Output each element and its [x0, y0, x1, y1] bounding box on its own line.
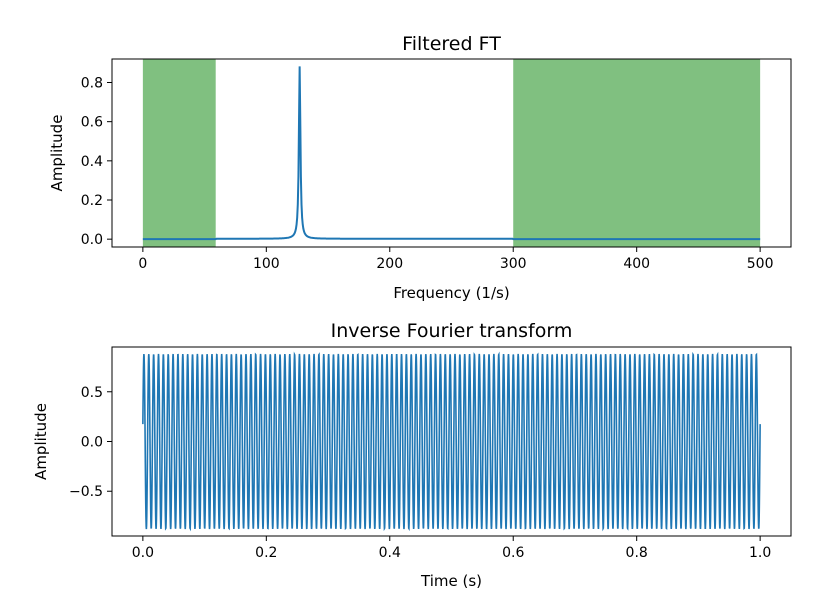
x-tick-label: 0.2: [255, 545, 277, 561]
ifft-signal-line: [142, 351, 761, 532]
ft-y-axis-label: Amplitude: [48, 115, 66, 192]
x-tick-label: 0.4: [379, 545, 401, 561]
ifft-title: Inverse Fourier transform: [331, 320, 573, 342]
x-tick-label: 0.6: [502, 545, 524, 561]
x-tick-label: 400: [623, 256, 650, 272]
ft-stopbands: [142, 59, 761, 247]
ft-title: Filtered FT: [402, 33, 501, 55]
ifft-y-axis-label: Amplitude: [32, 403, 50, 480]
y-tick-label: −0.5: [69, 484, 103, 500]
ifft-y-ticks: −0.5 0.0 0.5: [69, 385, 112, 500]
y-tick-label: 0.2: [81, 193, 103, 209]
ifft-x-ticks: 0.0 0.2 0.4 0.6 0.8 1.0: [132, 536, 771, 561]
y-tick-label: 0.0: [81, 232, 103, 248]
x-tick-label: 0: [138, 256, 147, 272]
ft-x-axis-label: Frequency (1/s): [393, 284, 509, 302]
y-tick-label: 0.0: [81, 435, 103, 451]
x-tick-label: 200: [376, 256, 403, 272]
ifft-x-axis-label: Time (s): [420, 572, 482, 590]
ft-y-ticks: 0.0 0.2 0.4 0.6 0.8: [81, 76, 112, 248]
y-tick-label: 0.4: [81, 154, 103, 170]
y-tick-label: 0.6: [81, 115, 103, 131]
x-tick-label: 100: [253, 256, 280, 272]
ft-axes-frame: [111, 58, 792, 248]
ft-panel: 0 100 200 300 400 500 0.0 0.2 0.4 0.6 0.8 Filtere…: [48, 33, 792, 302]
ft-x-ticks: 0 100 200 300 400 500: [138, 247, 774, 272]
y-tick-label: 0.5: [81, 385, 103, 401]
x-tick-label: 500: [747, 256, 774, 272]
x-tick-label: 0.0: [132, 545, 154, 561]
stopband-region: [513, 59, 761, 247]
x-tick-label: 300: [500, 256, 527, 272]
ft-spectrum-line: [142, 66, 761, 241]
x-tick-label: 0.8: [626, 545, 648, 561]
ifft-panel: 0.0 0.2 0.4 0.6 0.8 1.0 −0.5 0.0 0.5 Inverse Fo…: [32, 320, 792, 590]
stopband-region: [142, 59, 216, 247]
y-tick-label: 0.8: [81, 76, 103, 92]
x-tick-label: 1.0: [749, 545, 771, 561]
